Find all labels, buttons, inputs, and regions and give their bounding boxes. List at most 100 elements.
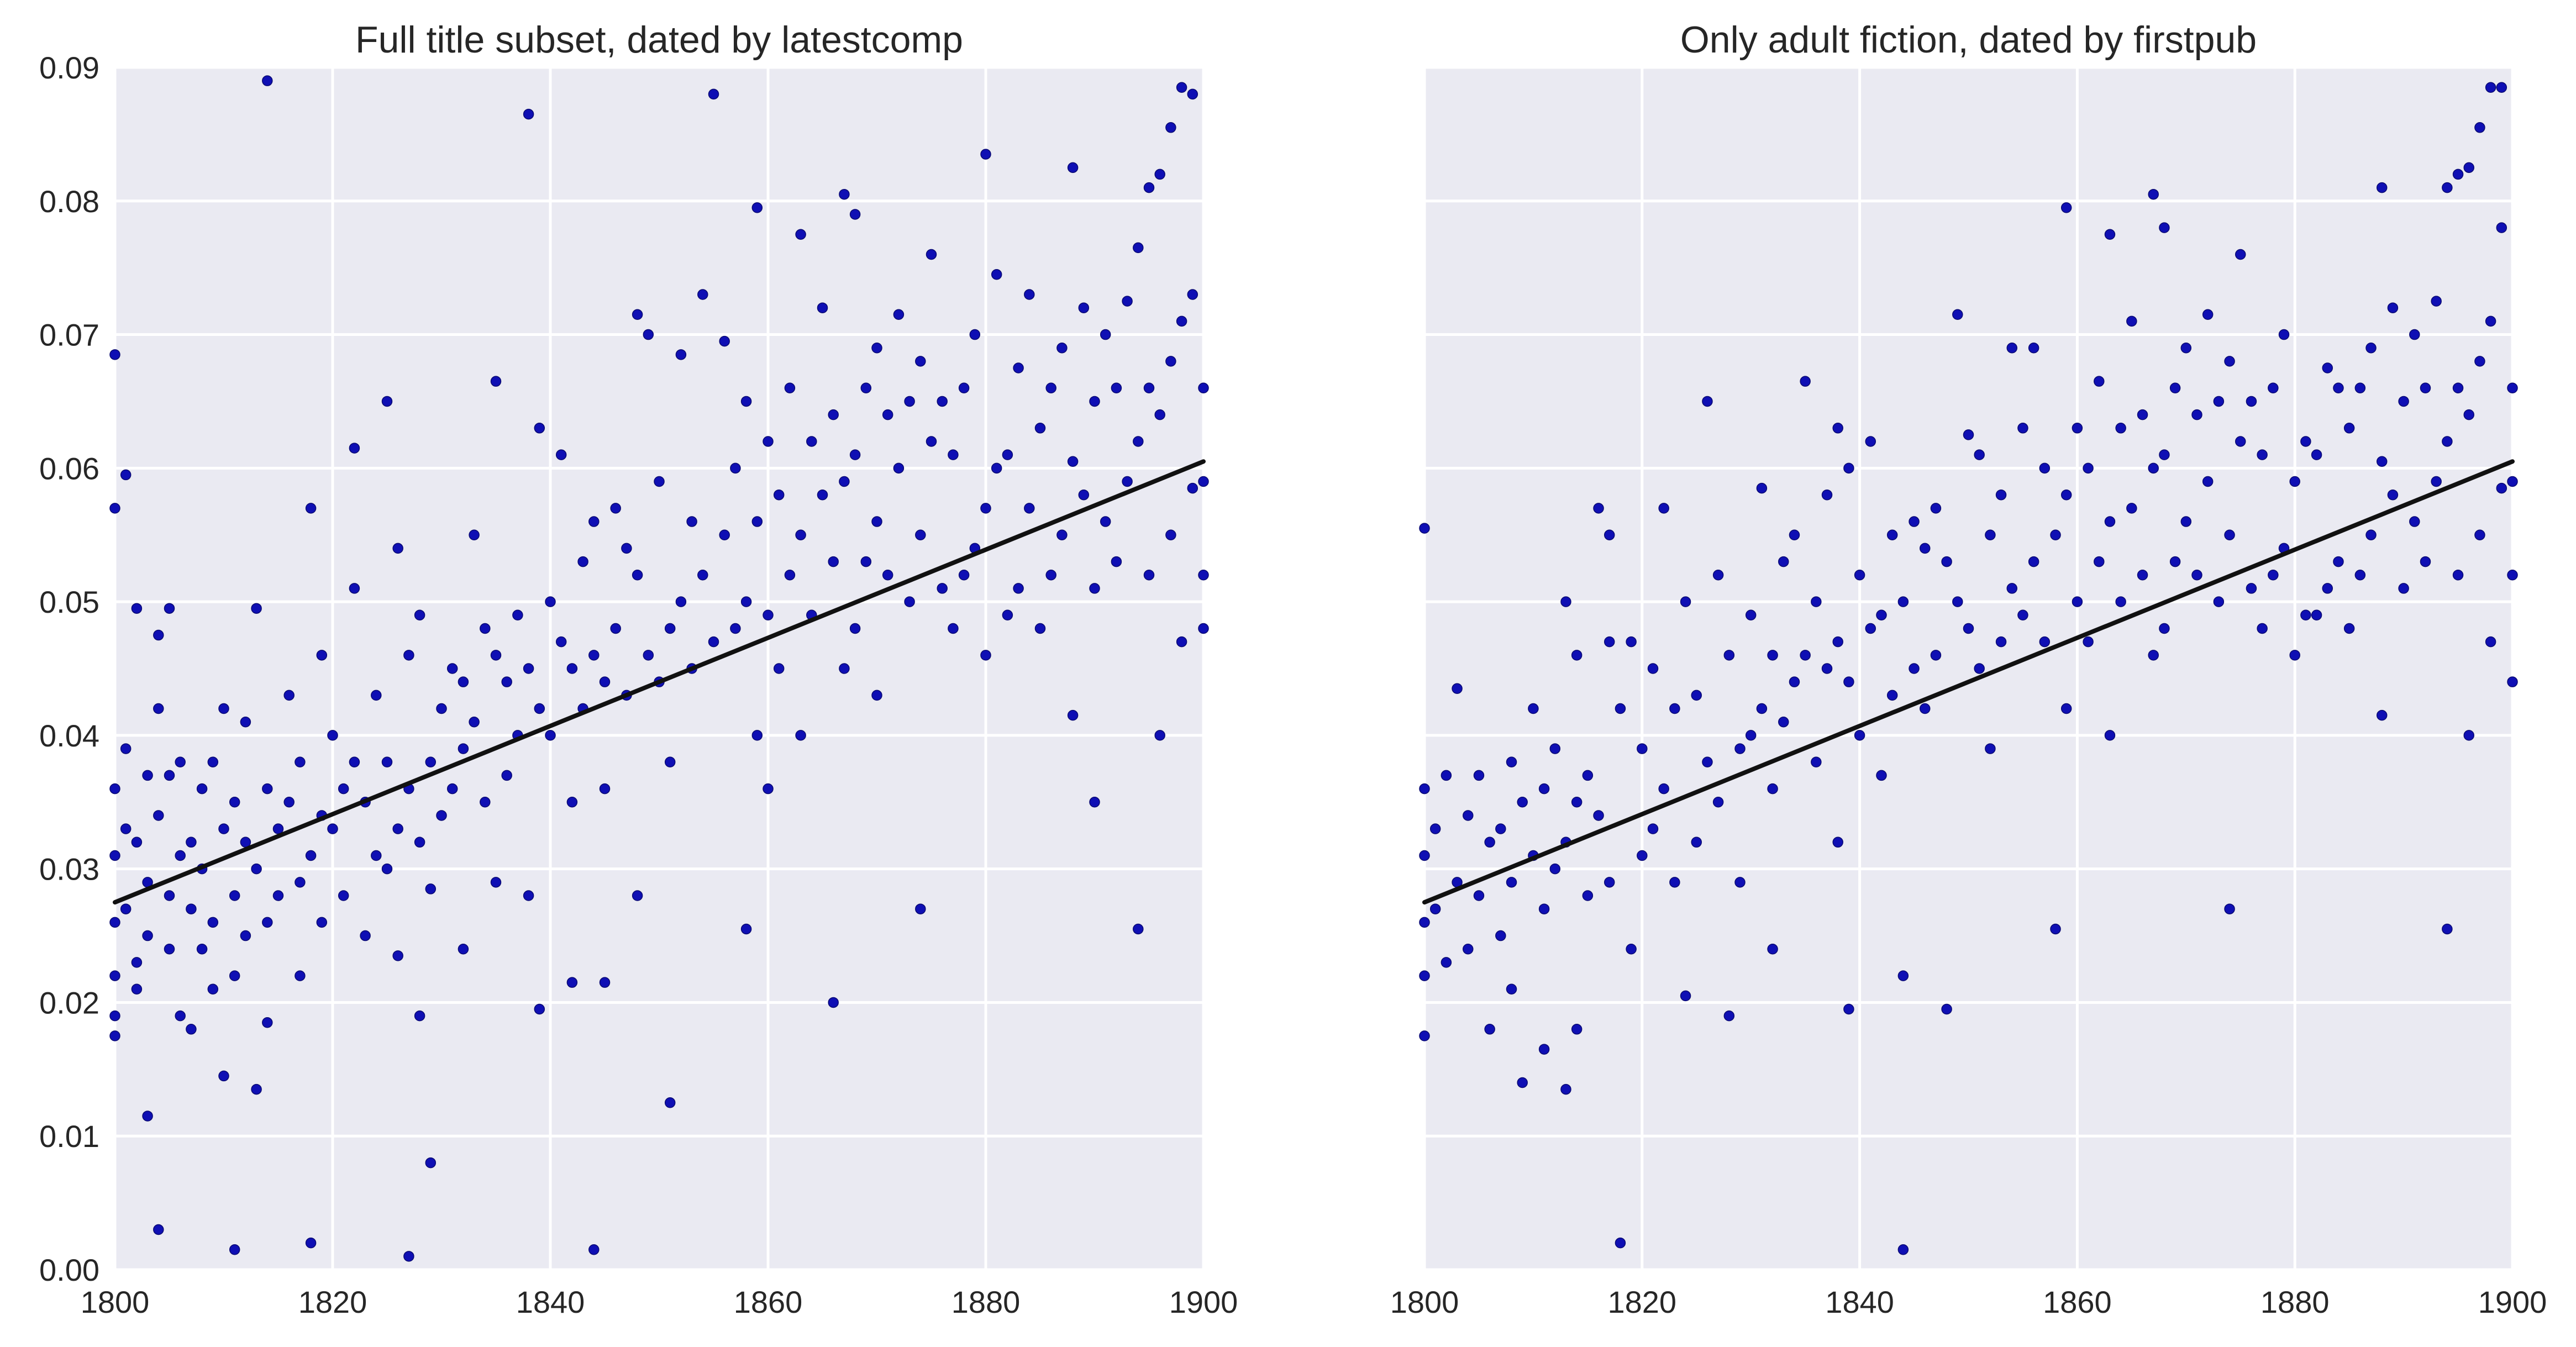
data-point bbox=[882, 409, 893, 420]
data-point bbox=[1133, 242, 1144, 254]
data-point bbox=[1538, 1044, 1550, 1055]
data-point bbox=[1429, 823, 1441, 834]
data-point bbox=[763, 436, 774, 447]
x-tick-label: 1800 bbox=[81, 1285, 150, 1319]
data-point bbox=[773, 663, 785, 674]
data-point bbox=[381, 396, 393, 407]
data-point bbox=[751, 730, 763, 741]
data-point bbox=[1034, 423, 1046, 434]
data-point bbox=[1767, 650, 1778, 661]
data-point bbox=[2148, 462, 2159, 474]
data-point bbox=[2431, 296, 2442, 307]
data-point bbox=[1637, 850, 1648, 861]
data-point bbox=[175, 850, 186, 861]
data-point bbox=[763, 783, 774, 794]
data-point bbox=[871, 342, 882, 354]
data-point bbox=[207, 917, 219, 928]
data-point bbox=[1143, 570, 1155, 581]
data-point bbox=[392, 543, 403, 554]
data-point bbox=[839, 476, 850, 487]
data-point bbox=[1067, 456, 1079, 467]
data-point bbox=[763, 609, 774, 621]
y-tick-label: 0.06 bbox=[39, 451, 99, 486]
data-point bbox=[196, 943, 208, 955]
data-point bbox=[1811, 596, 1822, 607]
data-point bbox=[109, 1010, 120, 1022]
data-point bbox=[958, 570, 970, 581]
data-point bbox=[577, 556, 588, 567]
data-point bbox=[566, 663, 578, 674]
data-point bbox=[1506, 877, 1517, 888]
data-point bbox=[2442, 436, 2453, 447]
data-point bbox=[610, 623, 621, 634]
data-point bbox=[795, 730, 806, 741]
data-point bbox=[2137, 409, 2148, 420]
data-point bbox=[1463, 810, 1474, 821]
data-point bbox=[131, 957, 143, 968]
data-point bbox=[1034, 623, 1046, 634]
data-point bbox=[2485, 82, 2496, 93]
data-point bbox=[1985, 743, 1996, 754]
data-point bbox=[599, 676, 611, 687]
data-point bbox=[2257, 623, 2268, 634]
data-point bbox=[1176, 82, 1187, 93]
plot-area bbox=[1424, 67, 2512, 1270]
data-point bbox=[773, 489, 785, 501]
data-point bbox=[1198, 382, 1209, 394]
data-point bbox=[425, 1157, 437, 1169]
data-point bbox=[1767, 943, 1778, 955]
data-point bbox=[2496, 82, 2507, 93]
data-point bbox=[186, 836, 197, 848]
data-point bbox=[469, 529, 480, 540]
data-point bbox=[1560, 1083, 1571, 1095]
data-point bbox=[1111, 382, 1122, 394]
data-point bbox=[969, 329, 981, 340]
data-point bbox=[2246, 583, 2257, 594]
data-point bbox=[1941, 1003, 1952, 1015]
data-point bbox=[1002, 449, 1013, 460]
data-point bbox=[2148, 650, 2159, 661]
data-point bbox=[175, 756, 186, 767]
data-point bbox=[795, 229, 806, 240]
x-tick-label: 1880 bbox=[2260, 1285, 2330, 1319]
data-point bbox=[1604, 636, 1615, 648]
x-tick-label: 1860 bbox=[2043, 1285, 2112, 1319]
data-point bbox=[610, 503, 621, 514]
data-point bbox=[1538, 783, 1550, 794]
data-point bbox=[523, 108, 534, 120]
data-point bbox=[991, 462, 1002, 474]
data-point bbox=[338, 890, 349, 901]
data-point bbox=[2028, 342, 2039, 354]
data-point bbox=[1734, 877, 1746, 888]
data-point bbox=[1495, 930, 1506, 941]
data-point bbox=[926, 249, 937, 260]
data-point bbox=[2420, 382, 2431, 394]
data-point bbox=[305, 503, 317, 514]
data-point bbox=[860, 382, 872, 394]
data-point bbox=[1495, 823, 1506, 834]
data-point bbox=[849, 449, 861, 460]
data-point bbox=[1154, 730, 1165, 741]
data-point bbox=[2485, 315, 2496, 327]
data-point bbox=[1876, 770, 1887, 781]
data-point bbox=[2343, 623, 2355, 634]
data-point bbox=[1995, 489, 2007, 501]
data-point bbox=[1669, 877, 1680, 888]
data-point bbox=[1133, 436, 1144, 447]
data-point bbox=[937, 583, 948, 594]
data-point bbox=[1484, 836, 1495, 848]
data-point bbox=[839, 188, 850, 200]
data-point bbox=[480, 623, 491, 634]
data-point bbox=[588, 516, 600, 527]
data-point bbox=[1843, 462, 1854, 474]
data-point bbox=[1626, 943, 1637, 955]
data-point bbox=[915, 356, 926, 367]
data-point bbox=[295, 970, 306, 981]
data-point bbox=[719, 335, 730, 347]
data-point bbox=[1473, 890, 1485, 901]
data-point bbox=[719, 529, 730, 540]
data-point bbox=[283, 690, 295, 701]
data-point bbox=[2017, 423, 2028, 434]
data-point bbox=[1886, 529, 1898, 540]
data-point bbox=[1865, 436, 1876, 447]
